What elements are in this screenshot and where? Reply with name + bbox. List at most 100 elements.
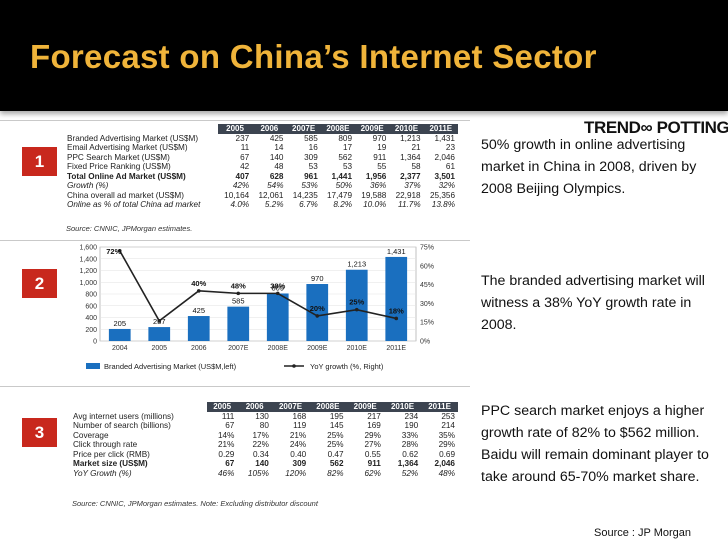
table-cell: 562	[329, 459, 344, 469]
table-cell: 11.7%	[398, 200, 421, 210]
column-header: 2007E	[286, 124, 321, 134]
table-cell: 24%	[289, 440, 307, 450]
column-header: 2007E	[271, 402, 310, 412]
table-cell: 46%	[217, 468, 235, 478]
left-axis-tick: 1,000	[79, 280, 97, 287]
column-header: 2011E	[423, 124, 458, 134]
right-axis-tick: 15%	[420, 320, 434, 327]
table-cell: 4.0%	[230, 200, 250, 210]
divider	[0, 240, 470, 241]
table-cell: 234	[404, 411, 419, 421]
table-cell: 120%	[285, 468, 307, 478]
table-cell: 13.8%	[431, 200, 455, 210]
table-cell: 10.0%	[363, 200, 387, 210]
table-cell: 425	[269, 133, 284, 143]
table-cell: 1,364	[397, 459, 419, 469]
table-cell: 61	[445, 162, 455, 172]
table-cell: 19	[377, 143, 387, 153]
table-cell: 32%	[438, 181, 455, 191]
growth-value-label: 38%	[270, 281, 285, 290]
table-cell: 23	[445, 143, 455, 153]
bar-value-label: 425	[192, 306, 205, 315]
table-cell: 1,441	[331, 171, 353, 181]
online-ad-market-table: 2005 2006 2007E 2008E 2009E 2010E 2011E …	[64, 124, 458, 210]
point-3-text: PPC search market enjoys a higher growth…	[481, 403, 709, 485]
growth-point	[354, 307, 359, 312]
row-label: Market size (US$M)	[73, 459, 148, 469]
column-header: 2008E	[320, 124, 356, 134]
x-axis-tick: 2006	[191, 345, 207, 352]
table-cell: 82%	[327, 468, 344, 478]
table-cell: 168	[292, 411, 307, 421]
row-label: Price per click (RMB)	[73, 449, 150, 459]
column-header: 2009E	[355, 124, 390, 134]
column-header: 2009E	[346, 402, 384, 412]
table-row: Avg internet users (millions) 111 130 168 19…	[70, 412, 458, 422]
table-cell: 19,588	[361, 190, 387, 200]
table-row: Price per click (RMB) 0.29 0.34 0.40 0.47 0.5…	[70, 450, 458, 460]
table-cell: 309	[304, 152, 318, 162]
table-cell: 309	[292, 459, 307, 469]
column-header: 2006	[252, 124, 287, 134]
bar	[108, 328, 131, 341]
table-cell: 29%	[364, 430, 381, 440]
table-cell: 25%	[327, 430, 344, 440]
divider	[0, 386, 470, 387]
growth-value-label: 20%	[310, 304, 325, 313]
branded-ad-market-chart: 0 200 400 600 800 1,000 1,200 1,400 1,600 0% 15% 30…	[79, 245, 434, 372]
table-header-row: 2005 2006 2007E 2008E 2009E 2010E 2011E	[64, 124, 458, 134]
table-cell: 237	[235, 133, 250, 143]
table-cell: 0.29	[218, 449, 235, 459]
table-cell: 0.34	[252, 449, 269, 459]
table-cell: 16	[308, 143, 318, 153]
x-axis-tick: 2009E	[307, 345, 328, 352]
bar	[227, 306, 250, 341]
x-axis-tick: 2005	[151, 345, 167, 352]
growth-value-label: 25%	[349, 298, 364, 307]
table-cell: 119	[293, 421, 307, 431]
table-cell: 25%	[327, 440, 344, 450]
table-cell: 0.47	[327, 449, 344, 459]
table-cell: 169	[367, 421, 381, 431]
table-cell: 1,956	[365, 171, 387, 181]
bar	[148, 327, 171, 341]
table-cell: 2,046	[434, 459, 456, 469]
bar	[266, 293, 289, 341]
brand-logo: TREND∞ POTTING	[584, 118, 728, 137]
table-cell: 12,061	[258, 190, 284, 200]
column-header: 2010E	[389, 124, 424, 134]
left-axis-tick: 1,600	[79, 245, 97, 252]
table-cell: 35%	[438, 430, 455, 440]
table-header-row: 2005 2006 2007E 2008E 2009E 2010E 2011E	[70, 402, 458, 412]
table-cell: 22,918	[395, 190, 421, 200]
column-header: 2006	[237, 402, 272, 412]
legend-bar-label: Branded Advertising Market (US$M,left)	[104, 362, 237, 371]
row-label: China overall ad market (US$M)	[67, 190, 184, 200]
row-label: Coverage	[73, 430, 109, 440]
table-cell: 0.69	[439, 449, 455, 459]
x-axis-tick: 2010E	[347, 345, 368, 352]
row-label: Branded Advertising Market (US$M)	[67, 133, 199, 143]
left-axis-tick: 600	[85, 303, 97, 310]
table-cell: 214	[441, 421, 455, 431]
table-cell: 562	[338, 152, 353, 162]
left-axis-tick: 800	[85, 292, 97, 299]
table-cell: 628	[269, 171, 284, 181]
table-cell: 105%	[247, 468, 269, 478]
table-cell: 195	[329, 411, 344, 421]
row-label: Avg internet users (millions)	[73, 411, 174, 421]
table-cell: 3,501	[434, 171, 456, 181]
table-cell: 58	[411, 162, 421, 172]
header-blank	[64, 124, 218, 134]
table-cell: 970	[372, 133, 387, 143]
growth-point	[236, 291, 241, 296]
bar	[385, 256, 408, 341]
table-cell: 217	[367, 411, 381, 421]
left-axis-tick: 400	[85, 315, 97, 322]
table-cell: 53%	[301, 181, 318, 191]
row-label: Email Advertising Market (US$M)	[67, 143, 188, 153]
table-row: China overall ad market (US$M) 10,164 12,0…	[64, 191, 458, 201]
table-cell: 190	[404, 421, 419, 431]
table-cell: 53	[308, 162, 318, 172]
table-cell: 961	[304, 171, 318, 181]
